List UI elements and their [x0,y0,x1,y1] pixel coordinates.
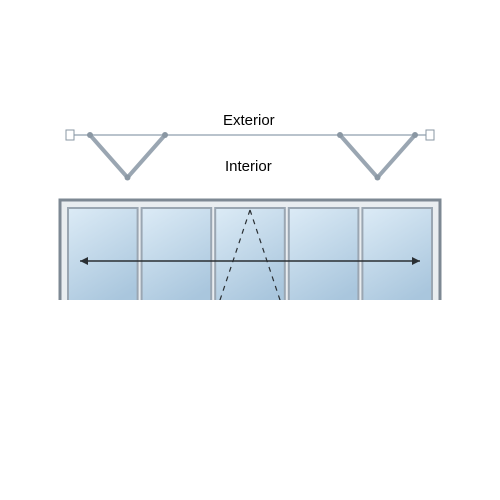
diagram-stage: Exterior Interior [0,0,500,500]
elevation-view [0,0,500,300]
